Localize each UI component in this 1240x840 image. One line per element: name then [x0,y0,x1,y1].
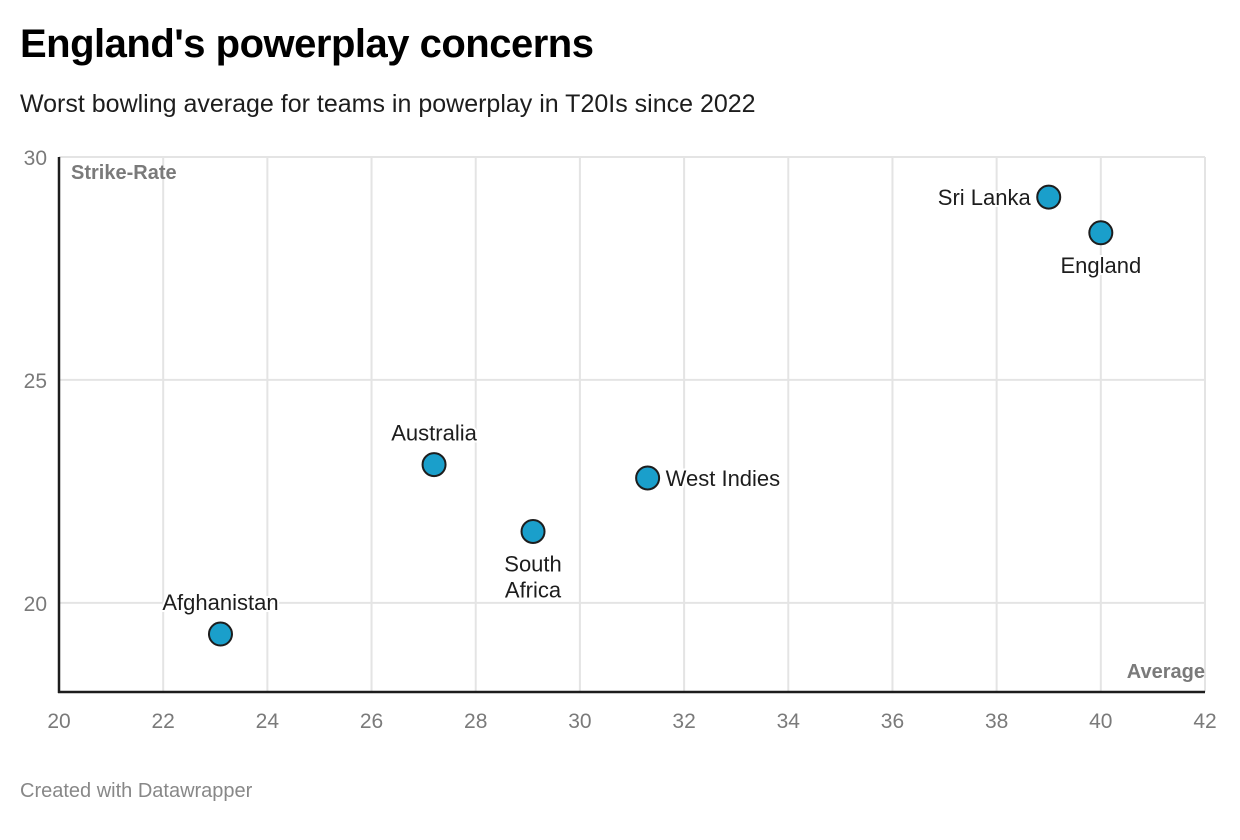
data-point [1088,220,1114,246]
x-tick-label: 28 [464,710,487,733]
data-point-group: Australia [389,419,480,478]
x-tick-label: 42 [1193,710,1216,733]
data-point [635,465,661,491]
data-point [520,519,546,544]
x-tick-label: 20 [47,710,70,733]
x-tick-label: 36 [881,710,904,733]
x-tick-label: 32 [672,710,695,733]
data-point-group: South Africa [502,519,564,605]
data-point [207,621,233,647]
data-points: Afghanistan Australia South Africa West Indi… [160,183,1143,647]
data-label-line: West Indies [666,466,781,491]
x-tick-label: 38 [985,710,1008,733]
tick-labels: 20 22 24 26 28 30 32 34 36 38 40 42 20 25 30 [24,147,1217,733]
footer-credit: Created with Datawrapper [20,780,253,802]
y-tick-label: 25 [24,370,47,393]
chart-subtitle: Worst bowling average for teams in power… [20,90,756,118]
chart-title: England's powerplay concerns [20,22,594,66]
data-label-line: Afghanistan [162,590,278,615]
data-label-line: Australia [391,421,477,446]
data-point [421,452,447,478]
gridlines [59,156,1206,692]
y-axis-title: Strike-Rate [71,162,177,184]
data-label-line: South [504,552,562,577]
x-tick-label: 26 [360,710,383,733]
data-label: West Indies [666,466,781,491]
data-label-line: Sri Lanka [938,185,1032,210]
data-point-group: West Indies [635,464,782,493]
x-tick-label: 34 [777,710,801,733]
x-tick-label: 30 [568,710,591,733]
data-point-group: Sri Lanka [936,183,1062,212]
data-point-group: Afghanistan [160,588,281,647]
data-point-group: England [1058,220,1143,280]
x-tick-label: 24 [256,710,280,733]
data-point [1036,184,1062,210]
data-label: Australia [391,421,477,446]
data-label-line: Africa [505,578,562,603]
x-tick-label: 22 [152,710,175,733]
data-label-line: England [1060,253,1141,278]
y-tick-label: 20 [24,593,47,616]
axes [57,157,1205,694]
data-label: Afghanistan [162,590,278,615]
data-label: South Africa [504,552,562,603]
x-tick-label: 40 [1089,710,1112,733]
data-label: England [1060,253,1141,278]
x-axis-title: Average [1127,661,1205,683]
y-tick-label: 30 [24,147,47,170]
data-label: Sri Lanka [938,185,1032,210]
